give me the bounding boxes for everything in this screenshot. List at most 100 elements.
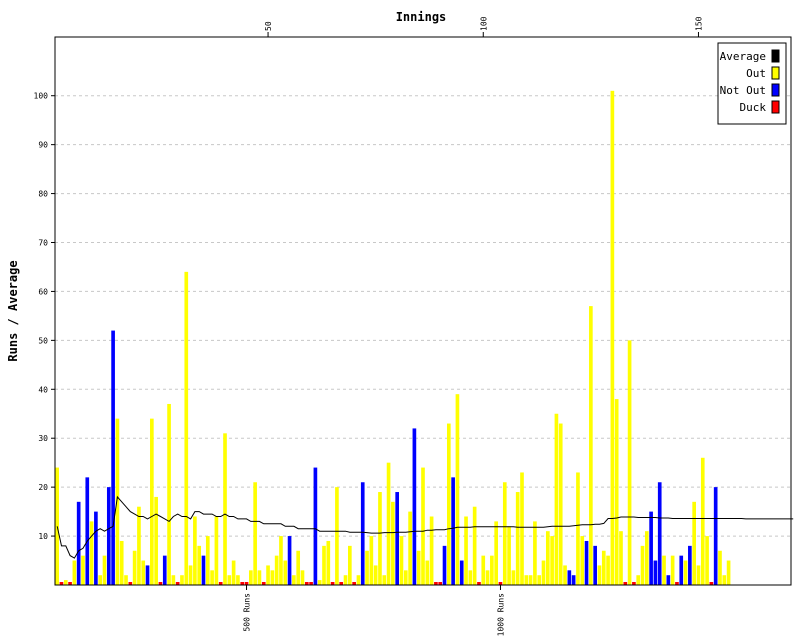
not-out-bar xyxy=(442,545,447,585)
out-bar xyxy=(249,570,253,585)
y-tick-label: 80 xyxy=(38,190,48,199)
out-bar xyxy=(485,570,490,585)
duck-bar xyxy=(675,582,679,585)
out-bar xyxy=(223,433,227,585)
out-bar xyxy=(257,570,262,585)
out-bar xyxy=(455,394,460,585)
legend-swatch xyxy=(771,100,780,114)
out-bar xyxy=(369,536,374,585)
out-bar xyxy=(365,550,369,585)
duck-bar xyxy=(438,582,443,585)
legend-label: Average xyxy=(720,50,766,63)
out-bar xyxy=(399,536,404,585)
out-bar xyxy=(193,516,197,585)
out-bar xyxy=(137,506,141,585)
out-bar xyxy=(119,540,124,585)
plot-frame xyxy=(54,36,792,586)
out-bar xyxy=(72,560,77,585)
y-tick-label: 40 xyxy=(38,385,48,394)
legend-label: Not Out xyxy=(720,84,766,97)
not-out-bar xyxy=(395,492,400,585)
out-bar xyxy=(580,536,585,585)
y-axis-title: Runs / Average xyxy=(6,260,20,361)
out-bar xyxy=(115,418,120,585)
duck-bar xyxy=(477,582,481,585)
not-out-bar xyxy=(584,540,589,585)
not-out-bar xyxy=(649,511,653,585)
legend-swatch xyxy=(771,83,780,97)
out-bar xyxy=(132,550,137,585)
out-bar xyxy=(326,540,331,585)
not-out-bar xyxy=(653,560,658,585)
not-out-bar xyxy=(287,536,292,585)
y-tick-label: 30 xyxy=(38,434,48,443)
duck-bar xyxy=(309,582,313,585)
out-bar xyxy=(524,575,529,585)
duck-bar xyxy=(434,582,438,585)
not-out-bar xyxy=(713,487,718,585)
out-bar xyxy=(150,418,154,585)
out-bar xyxy=(545,531,550,585)
out-bar xyxy=(154,496,158,585)
not-out-bar xyxy=(688,545,692,585)
duck-bar xyxy=(709,582,714,585)
out-bar xyxy=(343,575,348,585)
out-bar xyxy=(205,536,210,585)
out-bar xyxy=(416,550,421,585)
out-bar xyxy=(597,565,602,585)
out-bar xyxy=(640,545,645,585)
not-out-bar xyxy=(76,501,81,585)
out-bar xyxy=(266,565,270,585)
not-out-bar xyxy=(571,575,576,585)
out-bar xyxy=(63,580,68,585)
out-bar xyxy=(481,555,486,585)
out-bar xyxy=(726,560,731,585)
duck-bar xyxy=(218,582,223,585)
duck-bar xyxy=(498,582,503,585)
not-out-bar xyxy=(145,565,150,585)
legend-label: Duck xyxy=(740,101,767,114)
out-bar xyxy=(446,423,451,585)
out-bar xyxy=(184,271,189,585)
not-out-bar xyxy=(567,570,572,585)
duck-bar xyxy=(339,582,344,585)
y-axis-ticks: 10 20 30 40 50 60 70 80 90 100 xyxy=(34,92,55,541)
out-bar xyxy=(511,570,516,585)
x-axis-title: Innings xyxy=(396,10,447,24)
duck-bar xyxy=(175,582,180,585)
out-bar xyxy=(614,399,619,585)
legend-swatch xyxy=(771,49,780,63)
out-bar xyxy=(274,555,279,585)
not-out-bar xyxy=(459,560,464,585)
out-bar xyxy=(403,570,408,585)
out-bar xyxy=(231,560,236,585)
not-out-bar xyxy=(162,555,167,585)
x-bottom-labels: 500 Runs 1000 Runs xyxy=(243,585,505,636)
not-out-bar xyxy=(94,511,98,585)
out-bar xyxy=(533,521,537,585)
out-bar xyxy=(610,90,615,586)
legend: Average Out Not Out Duck xyxy=(717,42,787,125)
out-bar xyxy=(507,526,511,585)
out-bar xyxy=(55,467,59,585)
out-bar xyxy=(520,472,524,585)
out-bar xyxy=(662,555,666,585)
out-bar xyxy=(253,482,257,585)
out-bar xyxy=(554,413,559,585)
y-tick-label: 70 xyxy=(38,239,48,248)
out-bar xyxy=(236,575,240,585)
average-line xyxy=(56,495,794,559)
duck-bar xyxy=(352,582,356,585)
duck-bar xyxy=(623,582,628,585)
out-bar xyxy=(98,575,103,585)
out-bar xyxy=(429,516,434,585)
out-bar xyxy=(576,472,580,585)
y-tick-label: 60 xyxy=(38,287,48,296)
out-bar xyxy=(270,570,275,585)
out-bar xyxy=(644,531,649,585)
x-top-ticks: 50 100 150 xyxy=(264,16,703,37)
out-bar xyxy=(408,511,412,585)
duck-bar xyxy=(304,582,309,585)
duck-bar xyxy=(330,582,335,585)
